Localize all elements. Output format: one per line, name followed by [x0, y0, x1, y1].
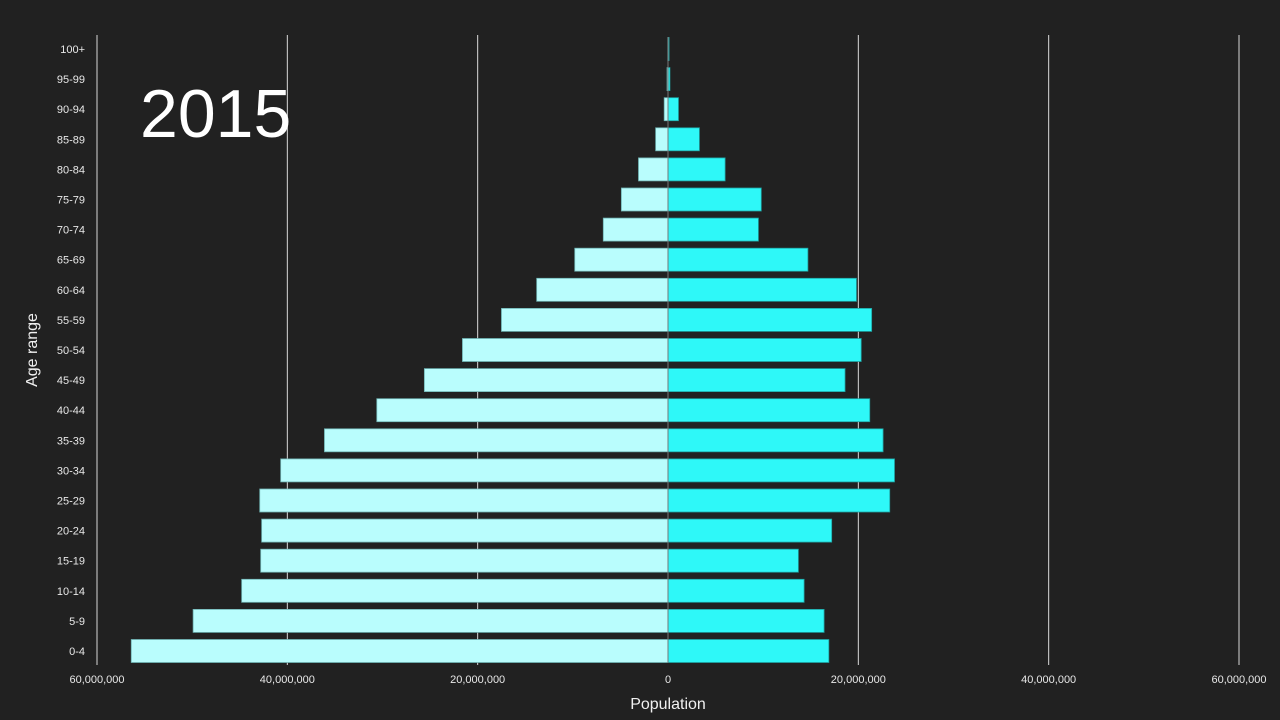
- y-tick-label: 75-79: [57, 195, 85, 207]
- bar-right-90-94: [667, 97, 679, 122]
- bar-right-35-39: [667, 428, 884, 453]
- bar-right-15-19: [667, 548, 799, 573]
- bar-right-80-84: [667, 157, 726, 182]
- y-axis-title: Age range: [24, 313, 41, 387]
- bar-left-75-79: [620, 187, 669, 212]
- bar-left-50-54: [462, 338, 669, 362]
- bar-right-85-89: [667, 127, 700, 152]
- bar-left-35-39: [324, 428, 669, 453]
- bar-right-25-29: [667, 488, 891, 513]
- bar-right-55-59: [667, 307, 873, 332]
- bar-left-15-19: [260, 548, 669, 573]
- y-tick-label: 95-99: [57, 74, 85, 86]
- y-tick-label: 45-49: [57, 375, 85, 387]
- y-tick-label: 85-89: [57, 134, 85, 146]
- bar-left-90-94: [663, 97, 669, 122]
- bar-left-10-14: [241, 578, 669, 603]
- bar-left-55-59: [501, 307, 669, 332]
- y-tick-label: 10-14: [57, 586, 85, 598]
- x-tick-label: 20,000,000: [831, 674, 886, 686]
- y-tick-label: 30-34: [57, 465, 85, 477]
- bar-right-70-74: [667, 217, 759, 242]
- bar-right-10-14: [667, 578, 805, 603]
- bar-right-65-69: [667, 247, 809, 272]
- bar-left-30-34: [280, 458, 669, 483]
- y-tick-label: 40-44: [57, 405, 85, 417]
- x-tick-label: 40,000,000: [260, 674, 315, 686]
- bar-right-40-44: [667, 398, 871, 423]
- bar-right-5-9: [667, 609, 825, 633]
- bar-left-45-49: [423, 368, 669, 393]
- bar-left-5-9: [192, 609, 669, 633]
- y-tick-label: 20-24: [57, 526, 85, 538]
- y-tick-label: 0-4: [69, 646, 85, 658]
- bar-left-25-29: [259, 488, 669, 513]
- y-tick-label: 15-19: [57, 556, 85, 568]
- x-tick-labels: 60,000,000 40,000,000 20,000,000 0 20,000,00…: [69, 674, 1266, 686]
- bar-right-0-4: [667, 639, 830, 663]
- y-tick-labels: 100+ 95-99 90-94 85-89 80-84 75-79 70-74 65-69 6…: [57, 44, 85, 658]
- bar-left-40-44: [376, 398, 669, 423]
- y-tick-label: 60-64: [57, 285, 85, 297]
- y-tick-label: 70-74: [57, 225, 85, 237]
- y-tick-label: 55-59: [57, 315, 85, 327]
- bar-right-50-54: [667, 338, 862, 362]
- x-tick-label: 20,000,000: [450, 674, 505, 686]
- bar-left-70-74: [602, 217, 669, 242]
- bars: [130, 37, 895, 663]
- x-tick-label: 40,000,000: [1021, 674, 1076, 686]
- x-axis-title: Population: [630, 696, 706, 713]
- bar-left-65-69: [574, 247, 669, 272]
- y-tick-label: 100+: [60, 44, 85, 56]
- y-tick-label: 90-94: [57, 104, 85, 116]
- year-annotation: 2015: [140, 76, 291, 152]
- bar-left-60-64: [536, 277, 669, 302]
- bar-right-75-79: [667, 187, 762, 212]
- bar-right-30-34: [667, 458, 895, 483]
- bar-left-0-4: [130, 639, 669, 663]
- y-tick-label: 25-29: [57, 496, 85, 508]
- bar-right-60-64: [667, 277, 857, 302]
- y-tick-label: 35-39: [57, 435, 85, 447]
- x-tick-label: 60,000,000: [1211, 674, 1266, 686]
- bar-right-20-24: [667, 518, 833, 543]
- bar-left-80-84: [638, 157, 669, 182]
- bar-left-20-24: [261, 518, 669, 543]
- y-tick-label: 50-54: [57, 345, 85, 357]
- x-tick-label: 60,000,000: [69, 674, 124, 686]
- bar-right-45-49: [667, 368, 846, 393]
- y-tick-label: 65-69: [57, 255, 85, 267]
- y-tick-label: 80-84: [57, 164, 85, 176]
- y-tick-label: 5-9: [69, 616, 85, 628]
- x-tick-label: 0: [665, 674, 671, 686]
- bar-left-85-89: [655, 127, 669, 152]
